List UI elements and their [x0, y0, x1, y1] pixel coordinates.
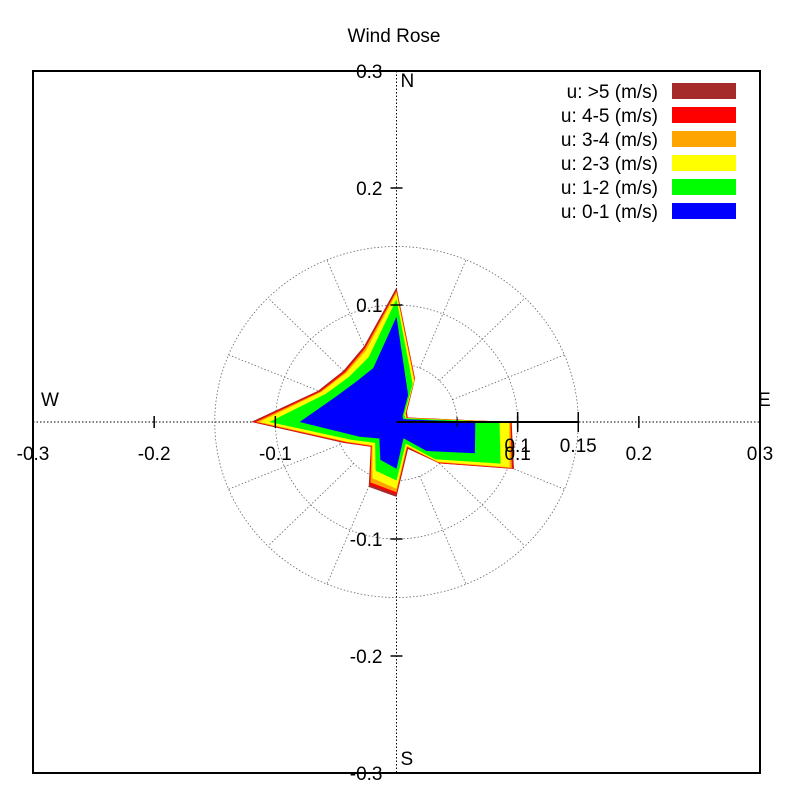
y-tick-label-1: 0.2	[356, 179, 382, 200]
grid-spoke-1	[419, 259, 467, 369]
grid-spoke-14	[267, 297, 354, 381]
x-tick-label-2: -0.1	[259, 444, 292, 465]
series-layer	[251, 287, 514, 497]
direction-label-west: W	[41, 390, 59, 411]
series-5-area	[299, 316, 476, 469]
x-tick-label-5: 0.3	[747, 444, 773, 465]
legend-swatch-3	[672, 155, 736, 171]
grid-spoke-11	[228, 444, 341, 490]
axis-layer: -0.3 -0.2 -0.1 0.1 0.2 0.3 0.3 0.2 0.1 -0.1 -0.2 -0…	[17, 62, 774, 785]
legend: u: >5 (m/s) u: 4-5 (m/s) u: 3-4 (m/s) u: 2-…	[561, 82, 736, 223]
x-tick-label-1: -0.2	[138, 444, 171, 465]
legend-swatch-5	[672, 203, 736, 219]
legend-label-1: u: 4-5 (m/s)	[561, 106, 658, 127]
grid-spoke-6	[439, 463, 526, 547]
grid-spoke-10	[267, 463, 354, 547]
direction-label-east: E	[758, 390, 771, 411]
y-tick-label-4: -0.2	[350, 647, 383, 668]
x-tick-label-4: 0.2	[626, 444, 652, 465]
legend-swatch-1	[672, 107, 736, 123]
legend-label-2: u: 3-4 (m/s)	[561, 130, 658, 151]
ring-scale-label-1: 0.15	[560, 436, 597, 457]
y-tick-label-3: -0.1	[350, 530, 383, 551]
legend-label-4: u: 1-2 (m/s)	[561, 178, 658, 199]
grid-spoke-7	[419, 475, 467, 585]
grid-spoke-3	[452, 354, 565, 400]
ring-scale-label-0: 0.1	[504, 436, 530, 457]
grid-spoke-2	[439, 297, 526, 381]
grid-spoke-13	[228, 354, 341, 400]
y-tick-label-2: 0.1	[356, 296, 382, 317]
y-tick-label-5: -0.3	[350, 764, 383, 785]
chart-title: Wind Rose	[348, 26, 441, 47]
legend-label-0: u: >5 (m/s)	[567, 82, 658, 103]
legend-swatch-4	[672, 179, 736, 195]
grid-spoke-9	[326, 475, 374, 585]
legend-label-5: u: 0-1 (m/s)	[561, 202, 658, 223]
y-tick-label-0: 0.3	[356, 62, 382, 83]
direction-label-north: N	[401, 71, 415, 92]
legend-label-3: u: 2-3 (m/s)	[561, 154, 658, 175]
legend-swatch-2	[672, 131, 736, 147]
x-tick-label-0: -0.3	[17, 444, 50, 465]
legend-swatch-0	[672, 83, 736, 99]
grid-spoke-15	[326, 259, 374, 369]
direction-label-south: S	[401, 749, 414, 770]
x-tick-label-3: 0.1	[504, 444, 530, 465]
